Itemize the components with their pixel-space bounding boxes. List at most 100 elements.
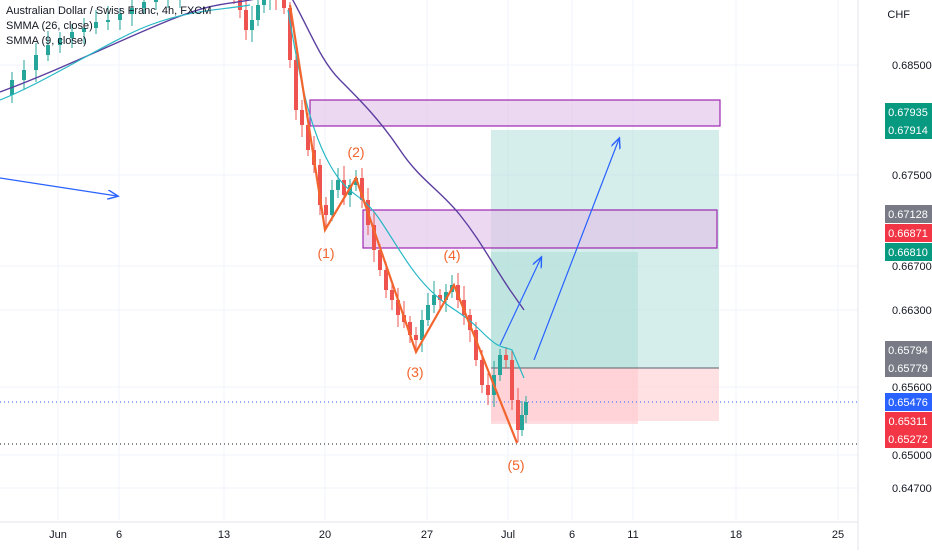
candle-body bbox=[486, 385, 490, 395]
candle-body bbox=[82, 28, 86, 32]
candle-body bbox=[524, 402, 528, 415]
candle-body bbox=[130, 8, 134, 14]
smma-9-legend[interactable]: SMMA (9, close) bbox=[6, 35, 87, 47]
chart-legend: Australian Dollar / Swiss Franc, 4h, FXC… bbox=[6, 4, 211, 49]
candle-body bbox=[262, 0, 266, 5]
candle-body bbox=[408, 322, 412, 335]
symbol-title[interactable]: Australian Dollar / Swiss Franc, 4h, FXC… bbox=[6, 5, 212, 17]
candle-body bbox=[282, 0, 286, 8]
candle-body bbox=[520, 415, 524, 430]
price-badge bbox=[885, 243, 932, 261]
price-badge bbox=[885, 205, 932, 223]
candle-body bbox=[444, 292, 448, 300]
candle-body bbox=[34, 55, 38, 70]
x-tick-label: 20 bbox=[319, 529, 331, 541]
y-tick-label: 0.66700 bbox=[892, 261, 932, 273]
candle-body bbox=[480, 360, 484, 385]
wave-label: (4) bbox=[443, 247, 460, 263]
candle-body bbox=[70, 32, 74, 38]
candle-body bbox=[22, 70, 26, 80]
candle-body bbox=[94, 22, 98, 28]
x-tick-label: 11 bbox=[627, 529, 638, 541]
candle-body bbox=[378, 250, 382, 270]
candle-body bbox=[46, 45, 50, 55]
price-badge-label: 0.65794 bbox=[888, 345, 928, 357]
wave-label: (1) bbox=[317, 245, 334, 261]
y-tick-label: 0.66300 bbox=[892, 305, 932, 317]
price-badge-label: 0.65476 bbox=[888, 397, 928, 409]
y-tick-label: 0.67500 bbox=[892, 170, 932, 182]
price-badge-label: 0.66810 bbox=[888, 247, 928, 259]
long-target-arrow bbox=[533, 139, 619, 361]
candles bbox=[10, 0, 528, 442]
y-tick-label: 0.65600 bbox=[892, 382, 932, 394]
candle-body bbox=[238, 0, 242, 10]
x-tick-label: 13 bbox=[218, 529, 230, 541]
x-tick-label: 18 bbox=[730, 529, 742, 541]
candle-body bbox=[354, 178, 358, 185]
candle-body bbox=[474, 330, 478, 360]
candle-body bbox=[294, 60, 298, 110]
x-tick-label: 27 bbox=[421, 529, 433, 541]
smma-26-legend[interactable]: SMMA (26, close) bbox=[6, 20, 93, 32]
candle-body bbox=[106, 20, 110, 22]
stop-zone bbox=[491, 368, 638, 424]
price-badge bbox=[885, 103, 932, 121]
candle-body bbox=[306, 125, 310, 150]
wave-label: (5) bbox=[507, 457, 524, 473]
candle-body bbox=[420, 320, 424, 340]
candle-body bbox=[244, 10, 248, 30]
x-tick-label: 6 bbox=[116, 529, 122, 541]
candle-body bbox=[516, 400, 520, 430]
wave-label: (3) bbox=[406, 364, 423, 380]
candle-body bbox=[372, 225, 376, 250]
price-badge-label: 0.67128 bbox=[888, 209, 928, 221]
price-badge-label: 0.65311 bbox=[889, 416, 928, 428]
candle-body bbox=[256, 5, 260, 20]
price-badge bbox=[885, 224, 932, 242]
candle-body bbox=[154, 0, 158, 2]
candle-body bbox=[300, 110, 304, 125]
candle-body bbox=[390, 290, 394, 300]
candle-body bbox=[432, 295, 436, 305]
price-badge bbox=[885, 359, 932, 377]
candle-body bbox=[318, 165, 322, 205]
target-zone bbox=[491, 252, 638, 368]
candle-body bbox=[336, 180, 340, 190]
x-tick-label: 6 bbox=[569, 529, 575, 541]
candle-body bbox=[330, 190, 334, 215]
short-target-arrow bbox=[499, 258, 541, 346]
candle-body bbox=[342, 180, 346, 195]
price-badge-label: 0.65272 bbox=[888, 434, 928, 446]
lower-supply-zone bbox=[362, 209, 718, 249]
candle-body bbox=[384, 270, 388, 290]
x-tick-label: Jul bbox=[501, 529, 515, 541]
wave-label: (2) bbox=[347, 144, 364, 160]
candle-body bbox=[58, 38, 62, 45]
candle-body bbox=[438, 295, 442, 300]
price-badge-label: 0.67935 bbox=[888, 107, 928, 119]
price-badge-label: 0.65779 bbox=[888, 363, 928, 375]
elliott-wave-line bbox=[288, 4, 519, 444]
x-tick-label: 25 bbox=[832, 529, 844, 541]
price-badge bbox=[885, 121, 932, 139]
candle-body bbox=[118, 14, 122, 20]
candle-body bbox=[396, 300, 400, 315]
candle-body bbox=[288, 8, 292, 60]
currency-label: CHF bbox=[887, 9, 910, 21]
smma-26-line bbox=[0, 0, 525, 311]
y-tick-label: 0.68500 bbox=[892, 60, 932, 72]
price-badge-label: 0.66871 bbox=[888, 228, 928, 240]
left-arrow bbox=[0, 177, 117, 196]
candle-body bbox=[498, 355, 502, 375]
price-badge bbox=[885, 393, 932, 411]
candle-body bbox=[250, 20, 254, 30]
candle-body bbox=[142, 2, 146, 8]
x-tick-label: Jun bbox=[49, 529, 67, 541]
price-badge bbox=[885, 412, 932, 430]
price-badge-label: 0.67914 bbox=[888, 125, 928, 137]
y-tick-label: 0.65000 bbox=[892, 450, 932, 462]
